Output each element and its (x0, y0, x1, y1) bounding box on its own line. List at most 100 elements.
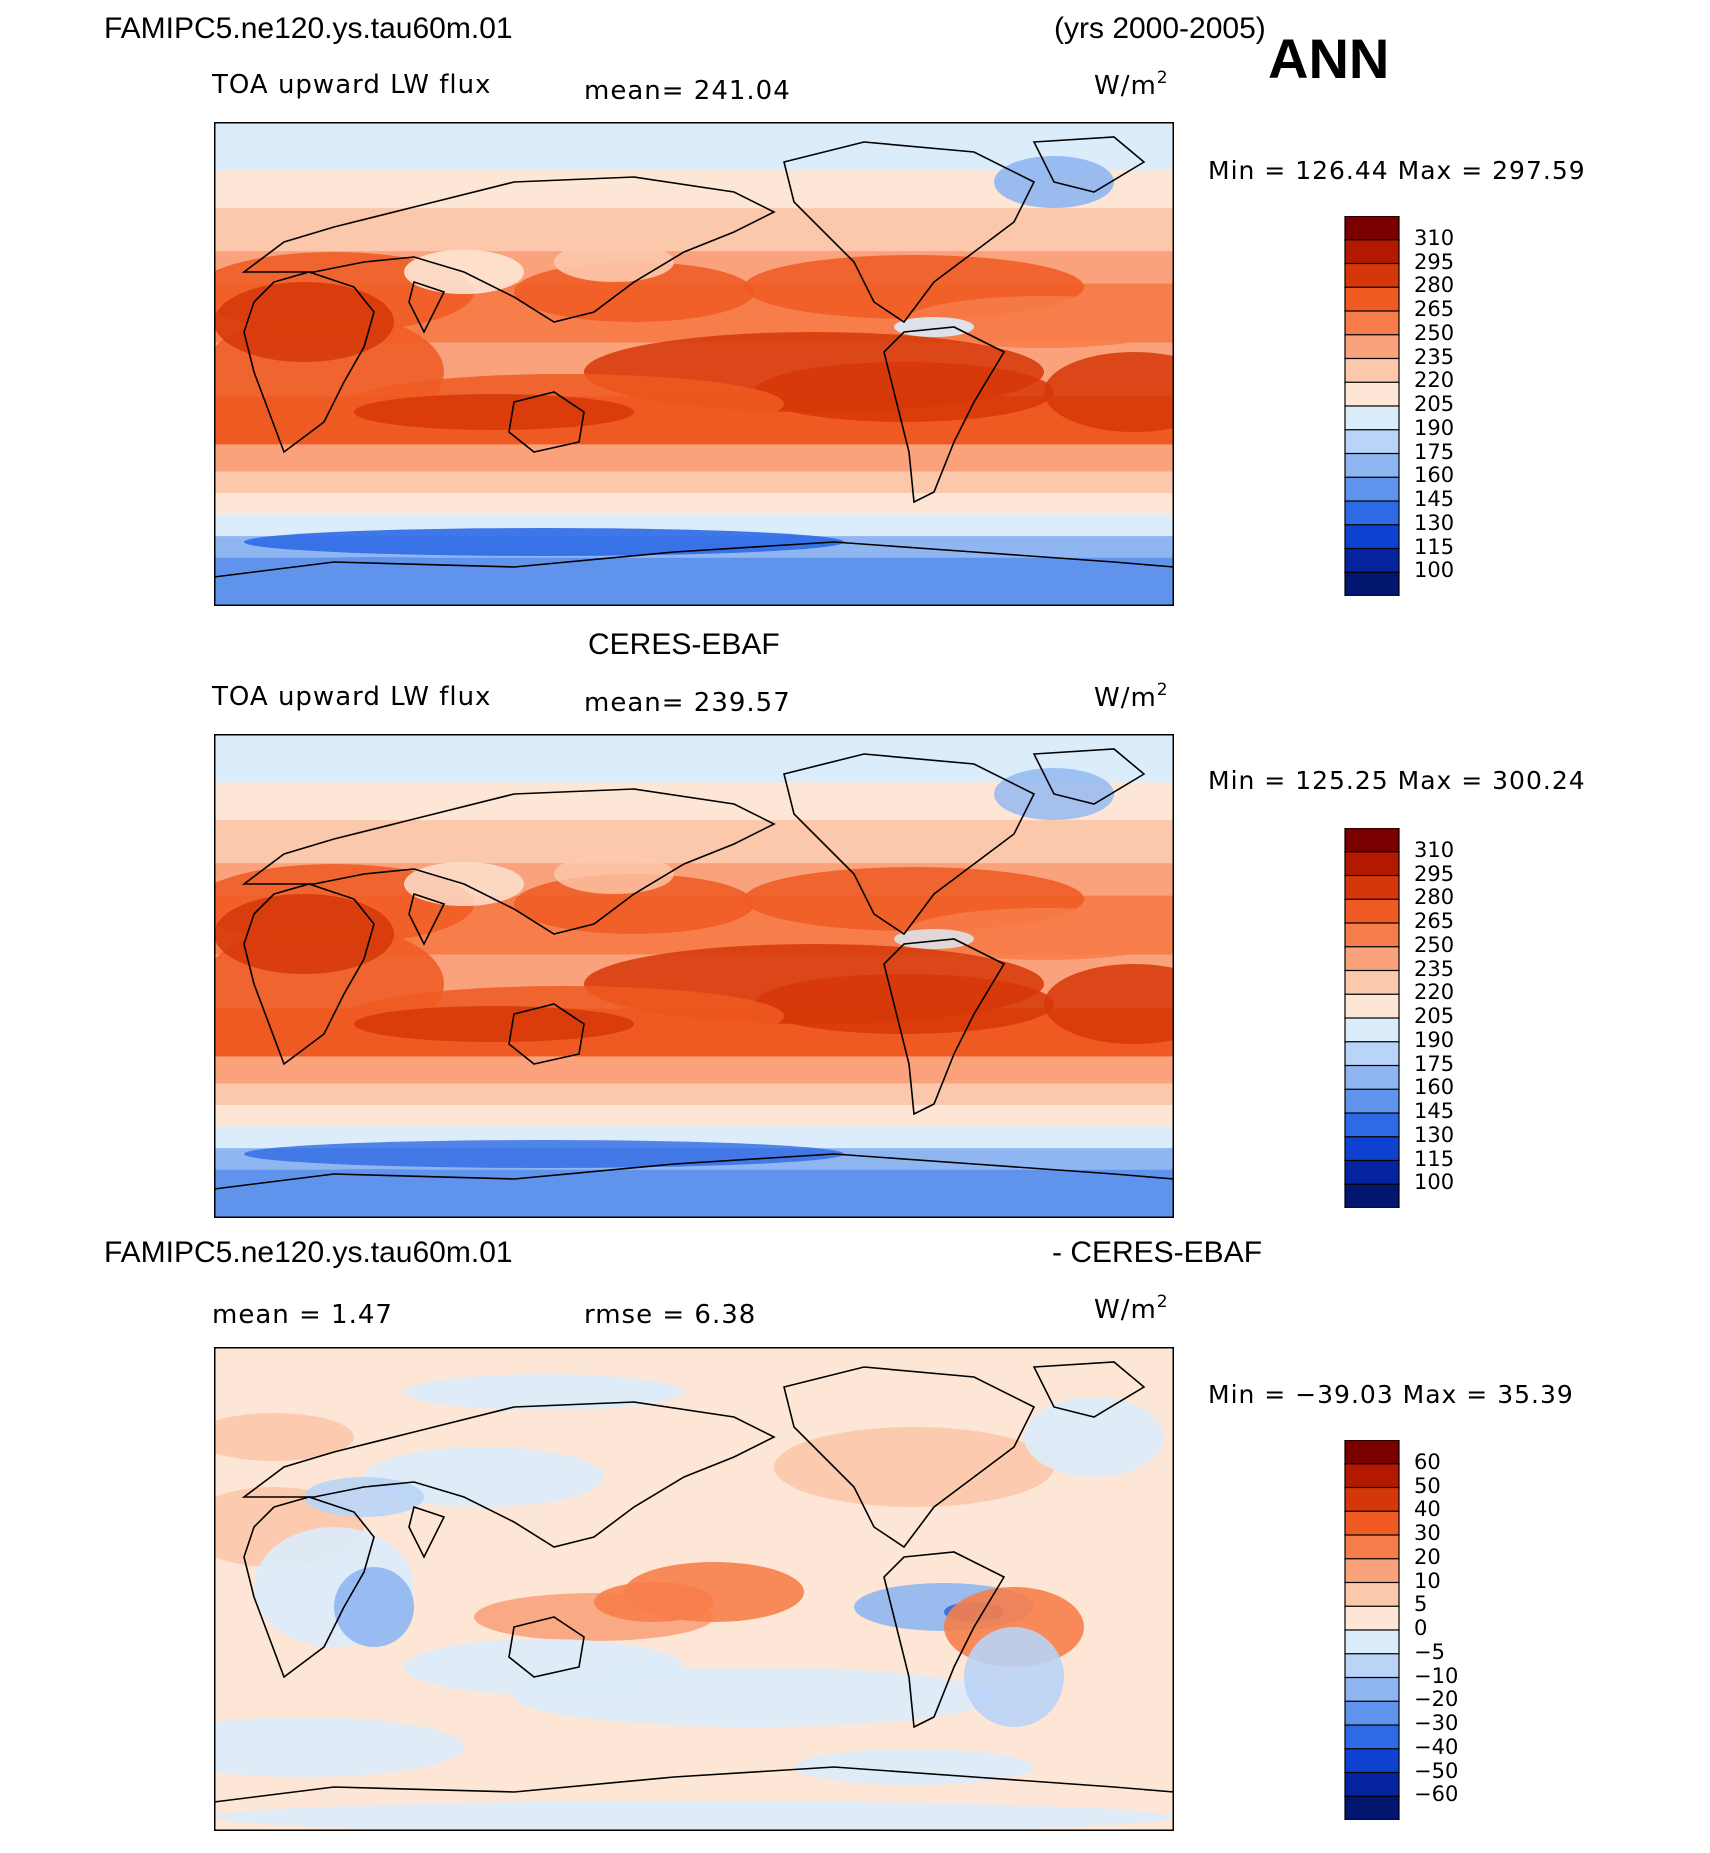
field-band (214, 493, 1174, 515)
field-blob (1044, 964, 1174, 1044)
field-blob (554, 854, 674, 894)
coastline (408, 1505, 446, 1559)
colorbar-swatch (1344, 1629, 1400, 1655)
field-blob (554, 242, 674, 282)
colorbar-swatch (1344, 1700, 1400, 1726)
panel3-rmse: rmse = 6.38 (584, 1300, 757, 1330)
panel2-unit: W/m2 (1094, 680, 1169, 713)
panel1-variable: TOA upward LW flux (212, 70, 492, 100)
panel2-colorbar (1344, 828, 1400, 1208)
colorbar-swatch (1344, 1088, 1400, 1114)
colorbar-swatch (1344, 239, 1400, 265)
colorbar-tick-label: 175 (1414, 1051, 1455, 1076)
colorbar-swatch (1344, 828, 1400, 853)
field-blob (1044, 352, 1174, 432)
field-blob (1024, 1397, 1164, 1477)
colorbar-swatch (1344, 946, 1400, 972)
field-blob (214, 282, 394, 362)
coastline (783, 753, 1036, 936)
colorbar-tick-label: 250 (1414, 932, 1455, 957)
years-label: (yrs 2000-2005) (1054, 12, 1266, 45)
coastline (1032, 136, 1146, 193)
colorbar-swatch (1344, 357, 1400, 384)
panel3-unit: W/m2 (1094, 1292, 1169, 1325)
field-blob (894, 929, 974, 949)
colorbar-swatch (1344, 1581, 1400, 1608)
colorbar-tick-label: 115 (1414, 1146, 1455, 1171)
panel1-unit: W/m2 (1094, 68, 1169, 101)
colorbar-tick-label: −60 (1414, 1782, 1459, 1807)
colorbar-swatch (1344, 1041, 1400, 1067)
colorbar-tick-label: −30 (1414, 1711, 1459, 1735)
panel1-colorbar (1344, 216, 1400, 596)
panel3-title-right: - CERES-EBAF (1052, 1236, 1263, 1269)
colorbar-swatch (1344, 1112, 1400, 1138)
colorbar-tick-label: −50 (1414, 1758, 1459, 1783)
colorbar-swatch (1344, 1724, 1400, 1750)
field-blob (364, 1447, 604, 1507)
field-blob (244, 528, 844, 556)
colorbar-tick-label: 100 (1414, 558, 1455, 583)
colorbar-swatch (1344, 547, 1400, 574)
colorbar-tick-label: 235 (1414, 344, 1455, 369)
field-blob (754, 362, 1054, 422)
field-blob (214, 1801, 1174, 1831)
colorbar-swatch (1344, 334, 1400, 360)
panel2-minmax: Min = 125.25 Max = 300.24 (1208, 766, 1586, 795)
colorbar-tick-label: 310 (1414, 837, 1455, 862)
colorbar-swatch (1344, 1017, 1400, 1043)
coastline (243, 271, 375, 454)
field-blob (594, 1582, 714, 1622)
panel3-title-left: FAMIPC5.ne120.ys.tau60m.01 (104, 1236, 513, 1269)
colorbar-swatch (1344, 1534, 1400, 1560)
colorbar-swatch (1344, 286, 1400, 312)
colorbar-swatch (1344, 1159, 1400, 1186)
panel1-map (214, 122, 1174, 606)
field-blob (754, 974, 1054, 1034)
coastline (883, 326, 1006, 504)
colorbar-swatch (1344, 1486, 1400, 1513)
coastline (1032, 1361, 1146, 1418)
field-blob (964, 1627, 1064, 1727)
colorbar-tick-label: 205 (1414, 392, 1455, 416)
coastline (1032, 748, 1146, 805)
colorbar-tick-label: 115 (1414, 534, 1455, 559)
field-band (214, 208, 1174, 252)
colorbar-tick-label: 10 (1414, 1568, 1441, 1593)
panel3-map (214, 1347, 1174, 1831)
field-band (214, 1056, 1174, 1084)
colorbar-tick-label: 235 (1414, 956, 1455, 981)
field-band (214, 820, 1174, 864)
colorbar-tick-label: 280 (1414, 885, 1455, 910)
colorbar-swatch (1344, 429, 1400, 455)
colorbar-tick-label: 30 (1414, 1521, 1441, 1545)
field-blob (214, 1717, 464, 1777)
colorbar-tick-label: 145 (1414, 487, 1455, 511)
field-blob (774, 1427, 1054, 1507)
colorbar-tick-label: 100 (1414, 1170, 1455, 1195)
colorbar-tick-label: 175 (1414, 439, 1455, 464)
colorbar-tick-label: 310 (1414, 225, 1455, 250)
colorbar-tick-label: 160 (1414, 1075, 1455, 1100)
colorbar-tick-label: 265 (1414, 297, 1455, 321)
colorbar-tick-label: 60 (1414, 1449, 1441, 1474)
coastline (214, 1766, 1174, 1803)
field-blob (244, 1140, 844, 1168)
field-band (214, 734, 1174, 783)
coastline (408, 280, 446, 334)
colorbar-swatch (1344, 405, 1400, 431)
colorbar-tick-label: 220 (1414, 980, 1455, 1005)
colorbar-swatch (1344, 524, 1400, 550)
colorbar-tick-label: 265 (1414, 909, 1455, 933)
field-blob (404, 1639, 684, 1695)
panel1-mean: mean= 241.04 (584, 76, 791, 106)
colorbar-swatch (1344, 922, 1400, 948)
colorbar-tick-label: 295 (1414, 861, 1455, 886)
coastline (241, 1401, 776, 1548)
coastline (243, 1496, 375, 1679)
panel1-minmax: Min = 126.44 Max = 297.59 (1208, 156, 1586, 185)
coastline (241, 788, 776, 935)
field-band (214, 122, 1174, 171)
field-band (214, 1105, 1174, 1127)
coastline (883, 1551, 1006, 1729)
